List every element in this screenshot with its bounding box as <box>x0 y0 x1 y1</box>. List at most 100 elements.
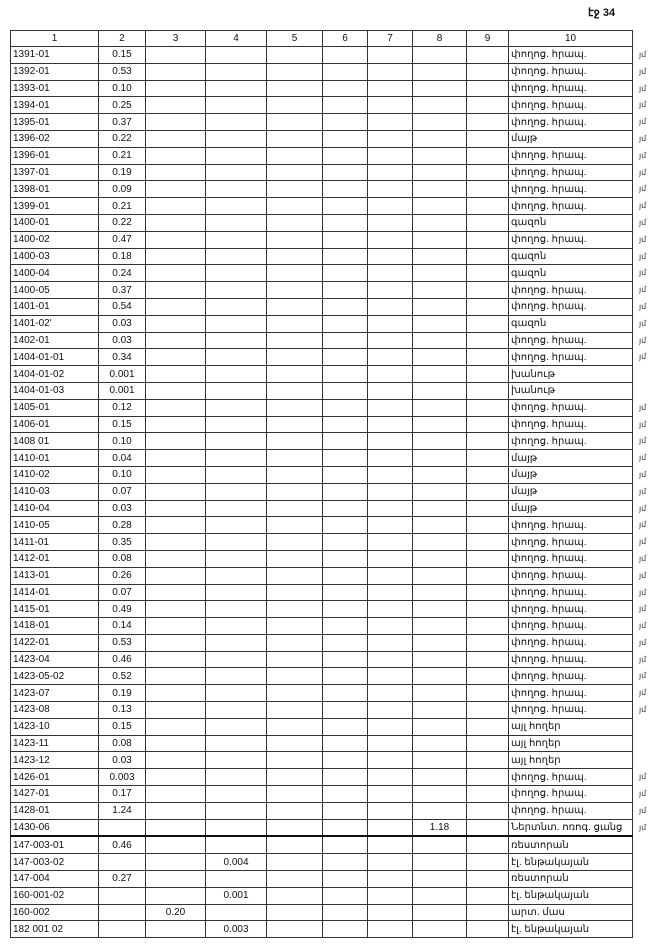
area-cell-col9 <box>466 213 509 232</box>
area-cell-col2: 0.08 <box>98 549 146 568</box>
area-cell-col9 <box>466 314 509 333</box>
area-cell-col7 <box>367 751 413 770</box>
area-cell-col8 <box>412 903 467 922</box>
area-cell-col3 <box>145 835 206 855</box>
col-header: 2 <box>98 30 146 47</box>
cell-text: 0.34 <box>112 351 132 363</box>
cell-text: 1394-01 <box>13 99 50 111</box>
area-cell-col4 <box>205 667 267 686</box>
area-cell-col6 <box>322 96 368 115</box>
table-row: 1398-01 0.09 փողոց. հրապ. յմ <box>10 180 646 199</box>
cell-text: 1423-05-02 <box>13 670 65 682</box>
area-cell-col9 <box>466 415 509 434</box>
margin-fragment: յմ <box>639 100 647 110</box>
area-cell-col6 <box>322 163 368 182</box>
area-cell-col5 <box>266 886 323 905</box>
area-cell-col5 <box>266 230 323 249</box>
land-use-cell: գազոն յմ <box>508 264 646 283</box>
area-cell-col2: 0.09 <box>98 180 146 199</box>
area-cell-col5 <box>266 617 323 635</box>
area-cell-col7 <box>367 213 413 232</box>
area-cell-col3 <box>145 785 206 803</box>
area-cell-col5 <box>266 751 323 770</box>
area-cell-col2: 0.19 <box>98 163 146 182</box>
cell-text: 0.004 <box>223 856 249 868</box>
area-cell-col9 <box>466 717 509 736</box>
area-cell-col9 <box>466 516 509 535</box>
parcel-id-cell: 1400-04 <box>10 264 99 283</box>
area-cell-col7 <box>367 684 413 703</box>
parcel-id-cell: 1418-01 <box>10 617 99 635</box>
area-cell-col9 <box>466 617 509 635</box>
area-cell-col9 <box>466 818 509 838</box>
area-cell-col2: 0.22 <box>98 129 146 148</box>
area-cell-col8 <box>412 633 467 652</box>
area-cell-col4 <box>205 751 267 770</box>
cell-text: 0.09 <box>112 183 132 195</box>
land-use-cell: փողոց. հրապ. յմ <box>508 96 646 115</box>
cell-text: այլ հողեր <box>511 721 561 733</box>
area-cell-col2 <box>98 853 146 872</box>
area-cell-col9 <box>466 583 509 602</box>
col-header: 9 <box>466 30 509 47</box>
cell-text: ռեստորան <box>511 873 569 885</box>
area-cell-col4 <box>205 365 267 383</box>
area-cell-col4 <box>205 96 267 115</box>
area-cell-col8 <box>412 163 467 182</box>
cell-text: 147-004 <box>13 873 50 885</box>
area-cell-col9 <box>466 297 509 316</box>
cell-text: փողոց. հրապ. <box>511 150 587 162</box>
area-cell-col3: 0.20 <box>145 903 206 922</box>
area-cell-col3 <box>145 768 206 787</box>
table-row: 1415-01 0.49 փողոց. հրապ. յմ <box>10 600 646 619</box>
area-cell-col7 <box>367 717 413 736</box>
land-use-cell: փողոց. հրապ. յմ <box>508 533 646 551</box>
margin-fragment: յմ <box>639 604 647 614</box>
cell-text: փողոց. հրապ. <box>511 435 587 447</box>
area-cell-col2: 0.53 <box>98 633 146 652</box>
land-use-cell: այլ հողեր <box>508 751 633 770</box>
area-cell-col2: 0.07 <box>98 583 146 602</box>
margin-fragment: յմ <box>639 167 647 177</box>
area-cell-col2: 0.03 <box>98 314 146 333</box>
parcel-id-cell: 1427-01 <box>10 785 99 803</box>
land-use-cell: փողոց. հրապ. յմ <box>508 297 646 316</box>
cell-text: 1410-04 <box>13 502 50 514</box>
cell-text: 0.53 <box>112 66 132 78</box>
area-cell-col3 <box>145 870 206 888</box>
area-cell-col5 <box>266 348 323 367</box>
parcel-id-cell: 1396-02 <box>10 129 99 148</box>
area-cell-col6 <box>322 835 368 855</box>
area-cell-col4 <box>205 129 267 148</box>
area-cell-col3 <box>145 247 206 266</box>
cell-text: 147-003-02 <box>13 856 65 868</box>
cell-text: 1400-01 <box>13 217 50 229</box>
area-cell-col6 <box>322 348 368 367</box>
area-cell-col8 <box>412 516 467 535</box>
area-cell-col5 <box>266 449 323 467</box>
table-row: 1404-01-02 0.001 խանութ <box>10 365 633 383</box>
area-cell-col3 <box>145 96 206 115</box>
area-cell-col2: 0.10 <box>98 79 146 98</box>
area-cell-col8 <box>412 650 467 669</box>
table-row: 1423-04 0.46 փողոց. հրապ. յմ <box>10 650 646 669</box>
area-cell-col4 <box>205 314 267 333</box>
area-cell-col2 <box>98 903 146 922</box>
area-cell-col4 <box>205 818 267 838</box>
land-use-cell: գազոն յմ <box>508 314 646 333</box>
cell-text: այլ հողեր <box>511 738 561 750</box>
area-cell-col5 <box>266 650 323 669</box>
parcel-id-cell: 1410-05 <box>10 516 99 535</box>
area-cell-col2: 0.001 <box>98 381 146 400</box>
cell-text: փողոց. հրապ. <box>511 166 587 178</box>
area-cell-col5 <box>266 398 323 417</box>
land-use-cell: փողոց. հրապ. յմ <box>508 650 646 669</box>
area-cell-col9 <box>466 566 509 585</box>
cell-text: 0.46 <box>112 654 132 666</box>
cell-text: 1427-01 <box>13 788 50 800</box>
area-cell-col7 <box>367 617 413 635</box>
parcel-id-cell: 1411-01 <box>10 533 99 551</box>
cell-text: 160-001-02 <box>13 890 65 902</box>
cell-text: 0.49 <box>112 603 132 615</box>
area-cell-col5 <box>266 667 323 686</box>
